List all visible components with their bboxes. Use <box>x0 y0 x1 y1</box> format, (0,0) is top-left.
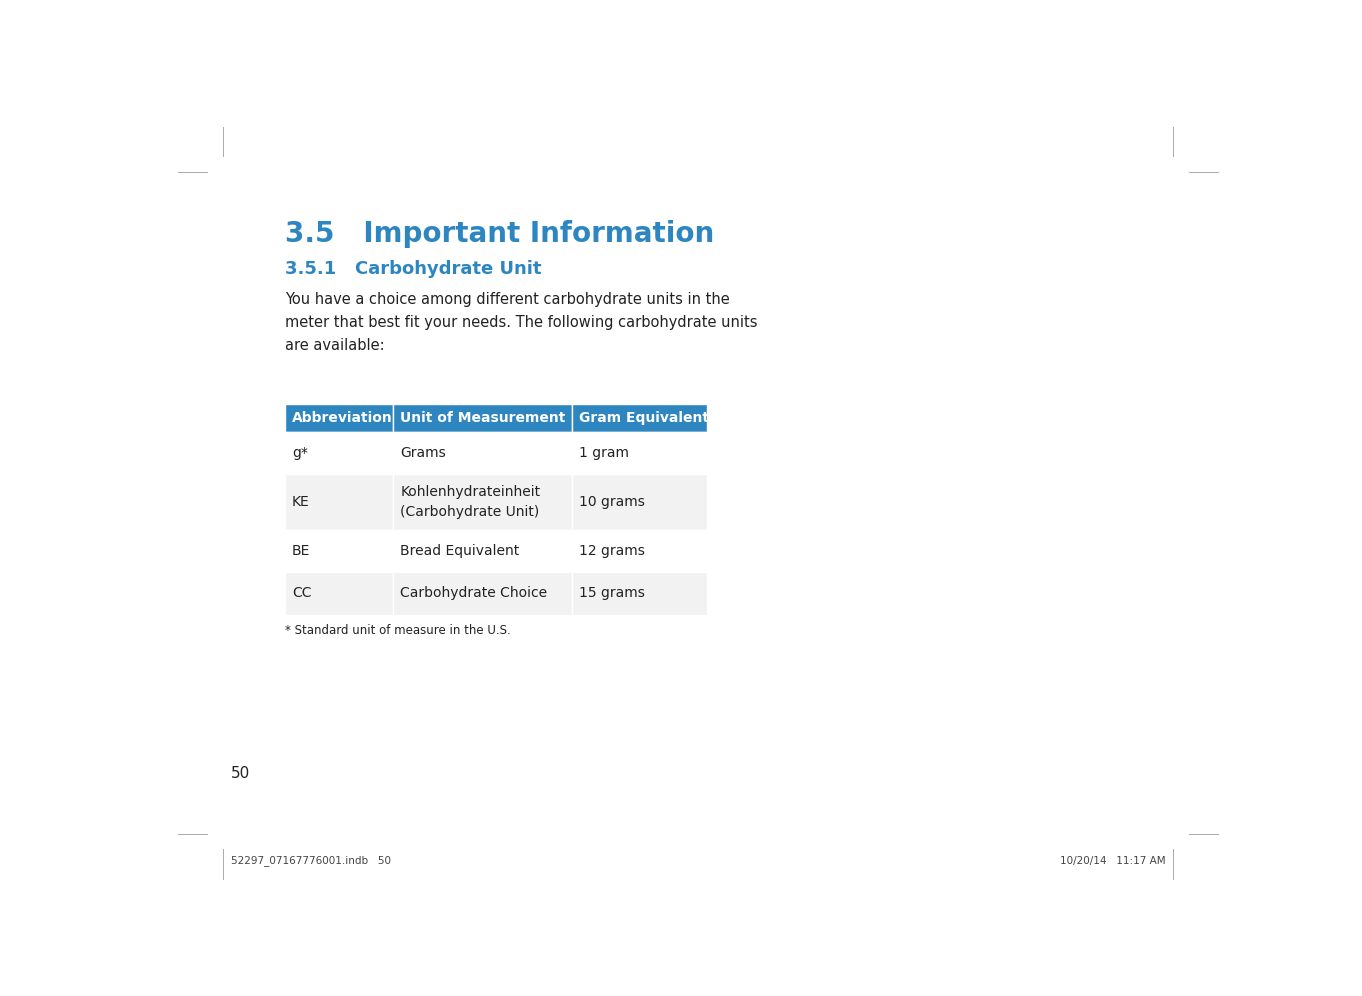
Bar <box>572 404 707 432</box>
Bar <box>285 474 394 530</box>
Text: 1 gram: 1 gram <box>579 446 629 460</box>
Text: Carbohydrate Choice: Carbohydrate Choice <box>400 587 548 601</box>
Text: 52297_07167776001.indb   50: 52297_07167776001.indb 50 <box>230 856 391 867</box>
Text: g*: g* <box>291 446 308 460</box>
Text: CC: CC <box>291 587 312 601</box>
Text: 3.5   Important Information: 3.5 Important Information <box>285 220 714 248</box>
Bar <box>394 530 572 573</box>
Text: You have a choice among different carbohydrate units in the
meter that best fit : You have a choice among different carboh… <box>285 292 757 353</box>
Bar <box>572 573 707 615</box>
Bar <box>285 404 394 432</box>
Text: * Standard unit of measure in the U.S.: * Standard unit of measure in the U.S. <box>285 623 511 636</box>
Text: 15 grams: 15 grams <box>579 587 644 601</box>
Text: 3.5.1   Carbohydrate Unit: 3.5.1 Carbohydrate Unit <box>285 260 542 278</box>
Text: Kohlenhydrateinheit
(Carbohydrate Unit): Kohlenhydrateinheit (Carbohydrate Unit) <box>400 485 541 519</box>
Bar <box>285 530 394 573</box>
Text: Grams: Grams <box>400 446 447 460</box>
Bar <box>394 432 572 474</box>
Text: 50: 50 <box>230 766 251 781</box>
Bar <box>394 573 572 615</box>
Bar <box>285 573 394 615</box>
Bar <box>285 432 394 474</box>
Text: Bread Equivalent: Bread Equivalent <box>400 544 520 558</box>
Text: Unit of Measurement: Unit of Measurement <box>400 411 565 425</box>
Text: 10 grams: 10 grams <box>579 495 644 509</box>
Text: BE: BE <box>291 544 311 558</box>
Text: KE: KE <box>291 495 309 509</box>
Text: Abbreviation: Abbreviation <box>291 411 392 425</box>
Bar <box>572 432 707 474</box>
Bar <box>394 474 572 530</box>
Text: 12 grams: 12 grams <box>579 544 644 558</box>
Bar <box>572 530 707 573</box>
Bar <box>394 404 572 432</box>
Text: Gram Equivalent: Gram Equivalent <box>579 411 708 425</box>
Bar <box>572 474 707 530</box>
Text: 10/20/14   11:17 AM: 10/20/14 11:17 AM <box>1060 857 1166 867</box>
